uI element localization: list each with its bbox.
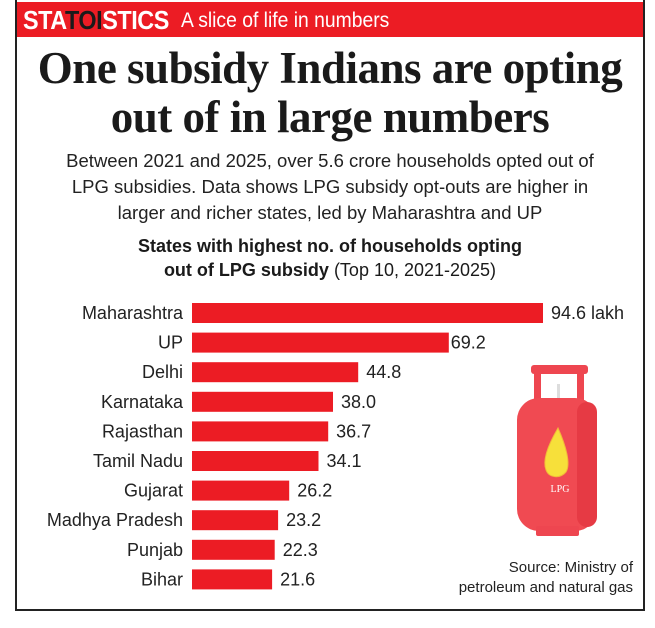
value-label: 34.1 <box>327 451 362 471</box>
source-line-1: Source: Ministry of <box>508 559 633 576</box>
category-label: Madhya Pradesh <box>47 510 183 530</box>
cylinder-body-shade <box>577 402 597 527</box>
tagline: A slice of life in numbers <box>181 9 390 32</box>
chart-title-line-2: out of LPG subsidy (Top 10, 2021-2025) <box>17 258 643 282</box>
bar <box>192 421 329 442</box>
value-label: 21.6 <box>280 569 315 589</box>
flame-icon <box>544 426 569 478</box>
bar <box>192 510 279 531</box>
cylinder-base <box>536 526 579 536</box>
dek-line-2: LPG subsidies. Data shows LPG subsidy op… <box>71 176 589 197</box>
bar-row: Karnataka 38.0 <box>101 391 376 412</box>
brand-highlight: TOI <box>64 5 103 35</box>
value-label: 38.0 <box>341 392 376 412</box>
dek-line-1: Between 2021 and 2025, over 5.6 crore ho… <box>66 150 594 171</box>
bar <box>192 332 449 353</box>
category-label: Maharashtra <box>82 303 184 323</box>
bar-row: UP 69.2 <box>158 332 486 353</box>
header-strip: STATOISTICS A slice of life in numbers <box>17 2 643 37</box>
headline: One subsidy Indians are opting out of in… <box>17 44 643 142</box>
value-label: 69.2 <box>451 333 486 353</box>
category-label: Gujarat <box>124 481 183 501</box>
bar-row: Tamil Nadu 34.1 <box>93 451 362 471</box>
category-label: Tamil Nadu <box>93 451 183 471</box>
bar <box>192 391 333 412</box>
bar-row: Delhi 44.8 <box>142 362 401 383</box>
chart-title-line-1: States with highest no. of households op… <box>17 234 643 258</box>
brand-suffix: STICS <box>102 5 169 35</box>
bar-row: Madhya Pradesh 23.2 <box>47 510 321 531</box>
cylinder-handle-right <box>577 372 584 402</box>
chart-title-bold-2: out of LPG subsidy <box>163 260 329 280</box>
bar <box>192 569 273 590</box>
source-note: Source: Ministry of petroleum and natura… <box>459 558 633 598</box>
value-label: 94.6 lakh <box>551 303 624 323</box>
bar <box>192 362 359 383</box>
category-label: Bihar <box>141 569 183 589</box>
cylinder-handle-left <box>534 372 541 402</box>
bar-row: Maharashtra 94.6 lakh <box>82 303 624 323</box>
dek: Between 2021 and 2025, over 5.6 crore ho… <box>17 148 643 226</box>
bar-row: Bihar 21.6 <box>141 569 315 590</box>
brand-prefix: STA <box>23 5 65 35</box>
headline-line-1: One subsidy Indians are opting <box>37 43 623 93</box>
category-label: Rajasthan <box>102 421 183 441</box>
chart-title: States with highest no. of households op… <box>17 234 643 282</box>
value-label: 22.3 <box>283 540 318 560</box>
chart-title-note: (Top 10, 2021-2025) <box>328 260 497 280</box>
bar <box>192 303 543 323</box>
bar-row: Punjab 22.3 <box>127 539 318 560</box>
value-label: 23.2 <box>286 510 321 530</box>
bar <box>192 480 290 501</box>
category-label: Delhi <box>142 362 183 382</box>
lpg-cylinder-illustration: LPG <box>517 365 597 536</box>
dek-line-3: larger and richer states, led by Maharas… <box>117 202 543 223</box>
bars-layer: Maharashtra 94.6 lakh UP 69.2 Delhi 44.8 Karna… <box>47 303 624 590</box>
category-label: Karnataka <box>101 392 184 412</box>
bar <box>192 539 275 560</box>
source-line-2: petroleum and natural gas <box>458 579 633 596</box>
category-label: Punjab <box>127 540 183 560</box>
chart-title-bold-1: States with highest no. of households op… <box>138 236 522 256</box>
bar-row: Gujarat 26.2 <box>124 480 332 501</box>
value-label: 36.7 <box>336 421 371 441</box>
category-label: UP <box>158 333 183 353</box>
cylinder-label: LPG <box>551 484 570 495</box>
cylinder-valve <box>557 384 560 398</box>
value-label: 44.8 <box>366 362 401 382</box>
bar <box>192 451 319 471</box>
bar-row: Rajasthan 36.7 <box>102 421 371 442</box>
value-label: 26.2 <box>297 481 332 501</box>
brand-logo: STATOISTICS <box>23 5 169 35</box>
headline-line-2: out of in large numbers <box>110 92 550 142</box>
cylinder-handle-top <box>531 365 588 374</box>
